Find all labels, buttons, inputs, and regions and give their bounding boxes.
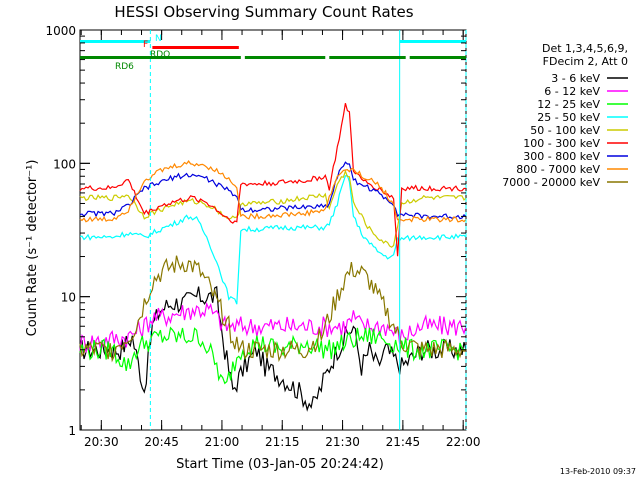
series-line-6 bbox=[79, 161, 467, 220]
legend-label-5: 100 - 300 keV bbox=[523, 137, 600, 150]
x-tick-label: 21:00 bbox=[205, 435, 240, 449]
legend-label-4: 50 - 100 keV bbox=[530, 124, 600, 137]
series-line-0 bbox=[79, 285, 467, 412]
legend-header: Det 1,3,4,5,6,9, bbox=[542, 42, 628, 55]
status-bar-f-segment-0 bbox=[152, 46, 239, 49]
series-line-4 bbox=[79, 169, 467, 248]
status-label-f: F bbox=[143, 40, 148, 50]
series-line-1 bbox=[79, 301, 467, 354]
legend-header: FDecim 2, Att 0 bbox=[543, 55, 628, 68]
legend-label-3: 25 - 50 keV bbox=[537, 111, 600, 124]
status-bar-rdo-segment-3 bbox=[409, 56, 466, 59]
chart-title: HESSI Observing Summary Count Rates bbox=[114, 3, 413, 21]
legend: Det 1,3,4,5,6,9,FDecim 2, Att 0 3 - 6 keV… bbox=[502, 42, 628, 189]
series-line-2 bbox=[79, 326, 466, 385]
y-axis-label: Count Rate (s⁻¹ detector⁻¹) bbox=[25, 160, 40, 337]
legend-label-1: 6 - 12 keV bbox=[544, 85, 600, 98]
status-label-rd6: RD6 bbox=[115, 62, 134, 72]
y-tick-label: 100 bbox=[53, 157, 76, 171]
status-label-n: N bbox=[155, 34, 162, 44]
series-line-7 bbox=[79, 159, 467, 223]
x-tick-label: 20:30 bbox=[84, 435, 119, 449]
status-bar-n-segment-0 bbox=[80, 40, 151, 43]
footer-date: 13-Feb-2010 09:37 bbox=[560, 467, 636, 476]
status-bar-rdo-segment-2 bbox=[329, 56, 406, 59]
x-tick-label: 21:30 bbox=[325, 435, 360, 449]
series-line-5 bbox=[79, 103, 467, 257]
legend-label-7: 800 - 7000 keV bbox=[516, 163, 600, 176]
y-tick-label: 1000 bbox=[45, 24, 76, 38]
x-tick-label: 22:00 bbox=[446, 435, 481, 449]
x-tick-label: 21:45 bbox=[386, 435, 421, 449]
y-tick-label: 10 bbox=[61, 291, 76, 305]
status-label-rdo: RDO bbox=[150, 50, 170, 60]
y-tick-label: 1 bbox=[68, 424, 76, 438]
legend-label-8: 7000 - 20000 keV bbox=[502, 176, 600, 189]
legend-label-2: 12 - 25 keV bbox=[537, 98, 600, 111]
series-line-8 bbox=[79, 255, 467, 363]
legend-label-6: 300 - 800 keV bbox=[523, 150, 600, 163]
status-bar-rdo-segment-0 bbox=[80, 56, 241, 59]
x-tick-label: 20:45 bbox=[144, 435, 179, 449]
legend-label-0: 3 - 6 keV bbox=[551, 72, 600, 85]
x-axis-label: Start Time (03-Jan-05 20:24:42) bbox=[176, 457, 384, 472]
status-bar-rdo-segment-1 bbox=[244, 56, 326, 59]
series-line-3 bbox=[79, 174, 467, 305]
x-tick-label: 21:15 bbox=[265, 435, 300, 449]
status-bar-n-segment-1 bbox=[399, 40, 466, 43]
